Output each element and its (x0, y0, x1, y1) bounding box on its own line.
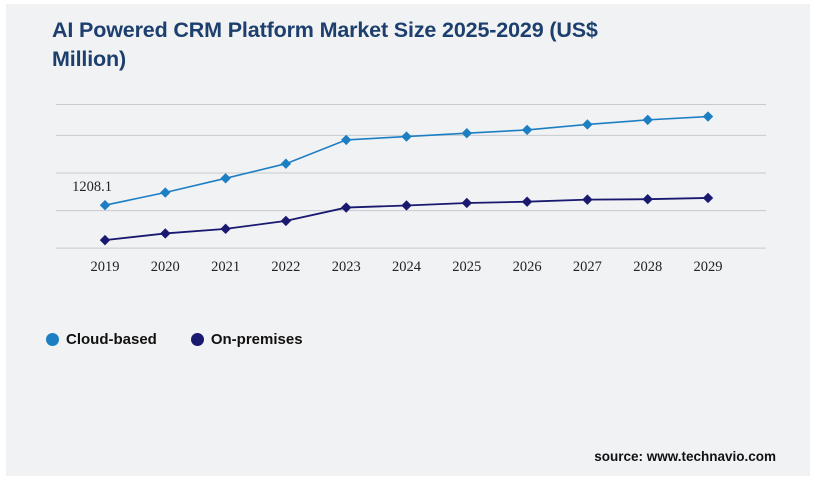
data-point-marker[interactable] (521, 196, 533, 207)
gridlines (56, 104, 766, 249)
data-point-marker[interactable] (99, 234, 111, 246)
data-point-marker[interactable] (461, 128, 472, 139)
x-axis-tick-2025: 2025 (452, 259, 482, 275)
plot-area (56, 104, 766, 256)
data-point-marker[interactable] (220, 223, 231, 235)
x-axis-tick-2022: 2022 (271, 259, 301, 275)
data-series-group (99, 111, 714, 246)
data-point-marker[interactable] (99, 200, 111, 211)
legend-item-on-premises[interactable]: On-premises (190, 330, 303, 348)
data-point-marker[interactable] (280, 215, 292, 227)
data-point-marker[interactable] (401, 131, 412, 142)
data-point-marker[interactable] (341, 202, 352, 213)
x-axis-tick-2024: 2024 (392, 259, 421, 275)
data-point-marker[interactable] (280, 158, 292, 169)
x-axis-tick-2020: 2020 (150, 259, 180, 275)
circle-marker-icon (190, 332, 204, 346)
legend-item-cloud-based[interactable]: Cloud-based (46, 331, 157, 348)
data-point-marker[interactable] (582, 119, 593, 130)
x-axis-tick-2029: 2029 (693, 259, 723, 275)
data-point-marker[interactable] (341, 134, 352, 146)
data-point-marker[interactable] (160, 187, 171, 198)
x-axis-tick-2019: 2019 (90, 259, 120, 275)
x-axis-tick-labels: 2019 2020 2021 2022 2023 2024 2025 2026 2027 2028… (56, 259, 766, 281)
source-attribution: source: www.technavio.com (594, 449, 776, 464)
data-point-marker[interactable] (582, 194, 593, 205)
x-axis-tick-2021: 2021 (211, 259, 241, 275)
data-point-label-cloud-2019: 1208.1 (72, 179, 112, 196)
data-point-marker[interactable] (401, 200, 412, 211)
data-point-marker[interactable] (702, 192, 714, 204)
circle-marker-icon (46, 332, 59, 346)
data-point-marker[interactable] (642, 114, 653, 126)
data-point-marker[interactable] (642, 194, 653, 205)
x-axis-tick-2026: 2026 (512, 259, 542, 275)
data-point-marker[interactable] (160, 228, 171, 239)
series-line (104, 115, 709, 206)
series-cloud-based (99, 111, 714, 211)
data-point-marker[interactable] (702, 111, 714, 122)
data-point-marker[interactable] (461, 197, 472, 209)
x-axis-tick-2027: 2027 (572, 259, 602, 275)
chart-legend: Cloud-based On-premises (46, 327, 303, 351)
data-point-marker[interactable] (220, 173, 231, 184)
legend-label-on-premises: On-premises (210, 330, 303, 348)
series-on-premises (99, 192, 714, 246)
legend-label-cloud-based: Cloud-based (66, 330, 157, 348)
chart-title: AI Powered CRM Platform Market Size 2025… (52, 18, 598, 71)
data-point-marker[interactable] (521, 124, 533, 136)
x-axis-tick-2023: 2023 (331, 259, 361, 275)
line-chart-plot (56, 104, 766, 249)
x-axis-tick-2028: 2028 (633, 259, 663, 275)
